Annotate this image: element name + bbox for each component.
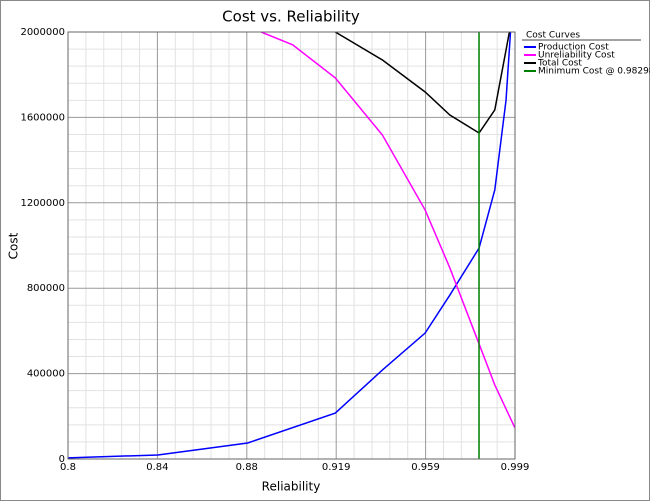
plot-lines xyxy=(68,32,515,459)
y-tick-label: 400000 xyxy=(27,369,65,380)
y-tick-label: 0 xyxy=(59,454,65,465)
axes: 0.8 0.84 0.88 0.919 0.959 0.999 0 400000 800000 1… xyxy=(20,27,529,473)
legend-title: Cost Curves xyxy=(526,31,580,41)
x-tick-label: 0.8 xyxy=(60,462,76,473)
x-tick-label: 0.88 xyxy=(236,462,258,473)
series-line xyxy=(260,32,515,429)
chart-title: Cost vs. Reliability xyxy=(222,8,360,26)
y-tick-label: 2000000 xyxy=(20,27,65,38)
legend-label: Unreliability Cost xyxy=(538,51,615,61)
x-tick-label: 0.84 xyxy=(146,462,168,473)
plot-border xyxy=(67,31,516,460)
legend-label: Total Cost xyxy=(537,59,582,69)
y-tick-label: 1200000 xyxy=(20,198,65,209)
series-line xyxy=(334,32,511,135)
legend: Cost Curves Production CostUnreliability… xyxy=(522,31,650,77)
legend-label: Minimum Cost @ 0.982983 xyxy=(538,67,650,77)
y-tick-label: 1600000 xyxy=(20,112,65,123)
y-tick-label: 800000 xyxy=(27,283,65,294)
y-axis-title: Cost xyxy=(7,232,21,259)
x-axis-title: Reliability xyxy=(262,480,321,494)
x-tick-label: 0.919 xyxy=(322,462,351,473)
legend-label: Production Cost xyxy=(538,43,609,53)
series-line xyxy=(68,32,512,459)
x-tick-label: 0.959 xyxy=(411,462,440,473)
x-tick-label: 0.999 xyxy=(501,462,530,473)
